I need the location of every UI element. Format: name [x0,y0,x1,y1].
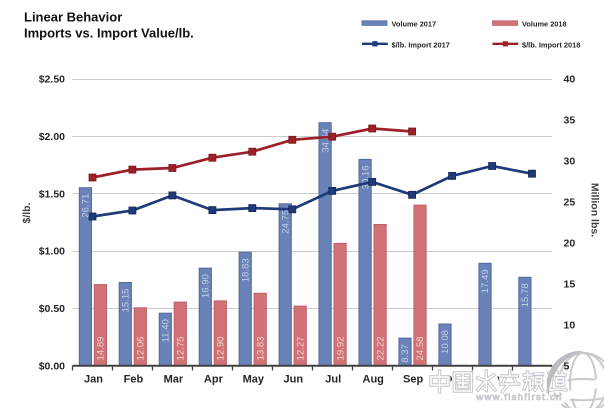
svg-text:11.40: 11.40 [161,319,172,342]
svg-text:24.58: 24.58 [415,336,426,360]
svg-text:10: 10 [564,319,576,331]
svg-text:34.64: 34.64 [320,128,331,153]
svg-text:15.15: 15.15 [121,289,132,313]
svg-text:30.16: 30.16 [360,165,371,189]
svg-text:Jan: Jan [84,374,103,386]
svg-text:24.75: 24.75 [280,210,291,234]
svg-text:Mar: Mar [164,374,184,386]
svg-text:Sep: Sep [403,374,423,386]
svg-text:5: 5 [564,360,570,372]
svg-text:16.90: 16.90 [201,274,212,298]
svg-text:Imports vs. Import Value/lb.: Imports vs. Import Value/lb. [24,26,194,41]
svg-text:20: 20 [564,238,576,250]
svg-text:$2.50: $2.50 [39,74,65,86]
svg-text:Linear Behavior: Linear Behavior [24,10,122,25]
svg-text:5: 5 [564,360,570,372]
svg-text:35: 35 [564,115,576,127]
svg-text:22.22: 22.22 [375,336,386,360]
svg-text:$/lb. Import 2018: $/lb. Import 2018 [522,40,580,49]
svg-text:8.37: 8.37 [400,344,411,363]
svg-text:15: 15 [564,279,576,291]
svg-text:18.83: 18.83 [240,258,251,282]
svg-text:14.89: 14.89 [96,336,107,360]
svg-text:Apr: Apr [204,374,224,386]
svg-text:Feb: Feb [124,374,144,386]
svg-text:Volume 2018: Volume 2018 [522,20,567,29]
svg-text:$1.00: $1.00 [39,246,65,258]
svg-text:25: 25 [564,197,576,209]
svg-text:12.06: 12.06 [136,336,147,360]
svg-text:Million lbs.: Million lbs. [589,183,601,237]
svg-text:40: 40 [564,74,576,86]
svg-text:Jul: Jul [325,374,341,386]
svg-text:30: 30 [564,156,576,168]
svg-text:May: May [243,374,265,386]
svg-text:$0.50: $0.50 [39,303,65,315]
svg-text:13.83: 13.83 [255,336,266,360]
svg-text:19.92: 19.92 [335,336,346,360]
svg-text:12.90: 12.90 [216,336,227,360]
svg-text:17.49: 17.49 [480,269,491,293]
svg-text:Aug: Aug [363,374,384,386]
svg-text:$/lb. Import 2017: $/lb. Import 2017 [392,40,450,49]
svg-text:12.27: 12.27 [295,336,306,360]
svg-text:26.71: 26.71 [81,194,92,218]
svg-text:$1.50: $1.50 [39,188,65,200]
svg-text:Jun: Jun [284,374,304,386]
svg-text:12.75: 12.75 [176,336,187,360]
svg-text:15.78: 15.78 [520,283,531,307]
svg-text:$/lb.: $/lb. [21,202,33,223]
svg-text:$0.00: $0.00 [39,360,65,372]
svg-text:www.fishfirst.cn: www.fishfirst.cn [475,392,562,403]
svg-text:Volume 2017: Volume 2017 [392,20,437,29]
svg-text:$2.00: $2.00 [39,131,65,143]
svg-text:10.08: 10.08 [440,330,451,354]
